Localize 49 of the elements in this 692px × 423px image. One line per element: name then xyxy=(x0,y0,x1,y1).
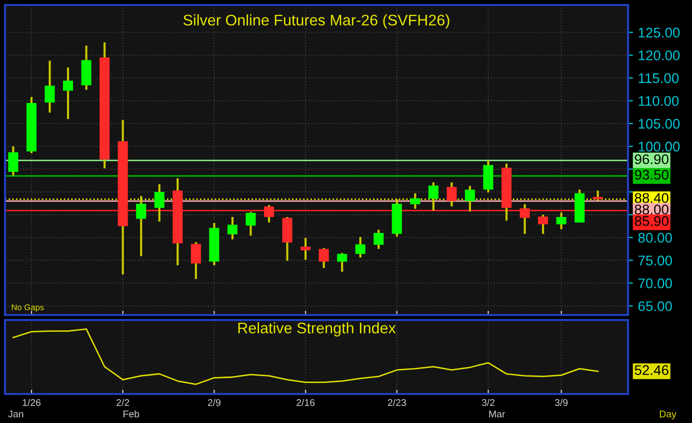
candlestick xyxy=(428,181,438,212)
y-tick-label: 100.00 xyxy=(638,142,680,152)
candlestick xyxy=(136,194,146,258)
chart-title: Relative Strength Index xyxy=(238,322,396,336)
x-tick-label: 1/26 xyxy=(22,398,41,406)
y-tick-label: 120.00 xyxy=(638,50,680,60)
candlestick xyxy=(556,211,566,230)
text: Jan xyxy=(8,410,24,418)
candlestick xyxy=(44,60,55,114)
ref-line-label: 88.40 xyxy=(634,193,668,203)
candlestick xyxy=(63,66,74,120)
ref-line-label: 88.00 xyxy=(634,204,668,214)
candlestick xyxy=(246,210,256,237)
x-tick-label: 2/23 xyxy=(388,398,406,406)
y-tick-label: 110.00 xyxy=(638,96,679,106)
y-tick-label: 70.00 xyxy=(638,278,672,288)
candlestick xyxy=(337,252,348,273)
text: Day xyxy=(660,410,676,420)
y-tick-label: 75.00 xyxy=(638,256,672,266)
y-tick-label: 115.00 xyxy=(638,73,679,84)
x-tick-label: 3/9 xyxy=(554,398,568,406)
x-tick-label: 3/2 xyxy=(482,398,495,406)
y-tick-label: 80.00 xyxy=(638,232,672,243)
candlestick xyxy=(446,181,457,208)
ref-line-label: 85.90 xyxy=(634,216,668,226)
x-tick-label: 2/2 xyxy=(116,398,130,406)
candlestick xyxy=(154,183,164,223)
candlestick xyxy=(227,216,238,240)
ref-line-label: 93.50 xyxy=(634,170,668,180)
candlestick xyxy=(374,228,384,250)
candlestick xyxy=(190,241,201,280)
text: 52.46 xyxy=(634,365,668,376)
text: Silver Online Futures Mar-26 (SVFH26) xyxy=(183,14,450,29)
y-tick-label: 65.00 xyxy=(638,301,672,312)
x-tick-label: 2/16 xyxy=(296,398,315,406)
x-tick-label: 2/9 xyxy=(208,398,220,406)
candlestick xyxy=(8,145,18,177)
candlestick xyxy=(318,246,329,270)
ref-line-label: 96.90 xyxy=(634,154,668,164)
annotation: No Gaps xyxy=(12,304,44,312)
y-tick-label: 125.00 xyxy=(638,28,680,38)
text: Feb xyxy=(124,410,140,418)
y-tick-label: 105.00 xyxy=(638,118,680,129)
candlestick xyxy=(300,236,311,261)
candlestick xyxy=(538,214,548,235)
candlestick xyxy=(464,184,475,213)
text: Mar xyxy=(489,410,506,418)
candlestick xyxy=(410,192,420,210)
candlestick xyxy=(355,236,366,259)
